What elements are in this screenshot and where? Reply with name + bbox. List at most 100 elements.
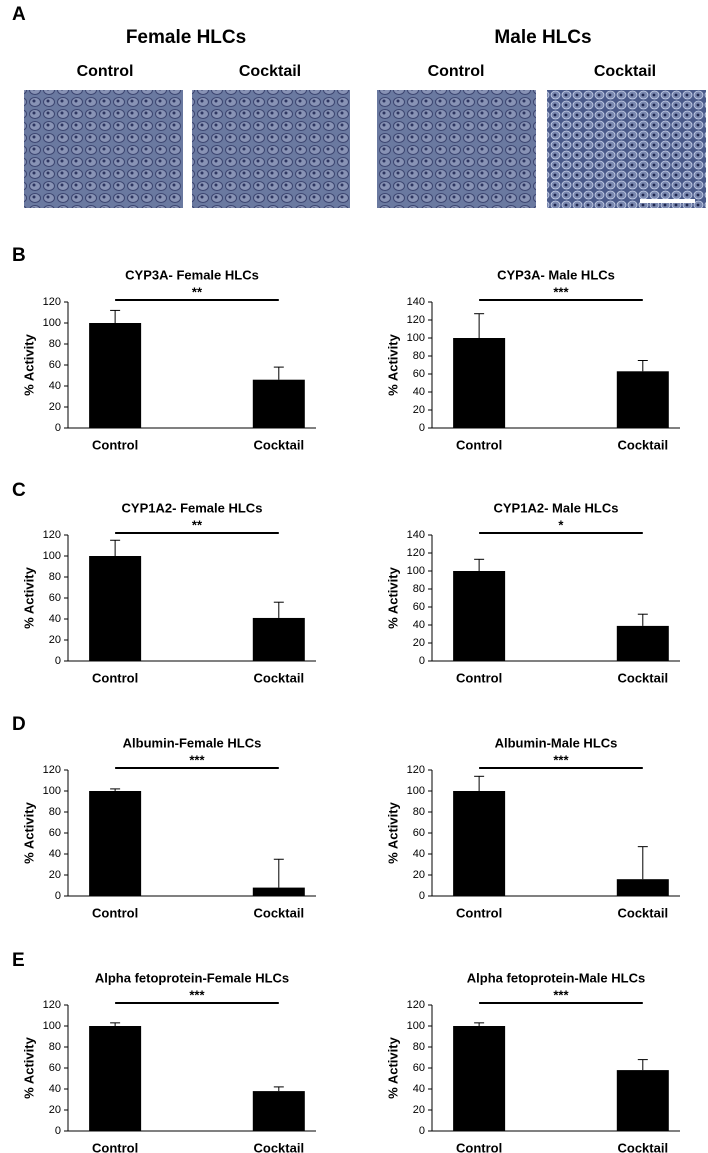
y-axis-label: % Activity (385, 333, 400, 395)
y-tick-label: 80 (413, 350, 425, 362)
y-tick-label: 60 (49, 359, 61, 371)
y-tick-label: 20 (49, 1104, 61, 1116)
y-axis-label: % Activity (385, 1036, 400, 1098)
y-tick-label: 0 (419, 422, 425, 434)
chart-title: Alpha fetoprotein-Female HLCs (95, 970, 289, 985)
x-tick-label: Cocktail (618, 437, 669, 452)
x-tick-label: Cocktail (254, 437, 305, 452)
chart-title: CYP3A- Male HLCs (497, 267, 615, 282)
significance-label: * (558, 517, 564, 532)
y-tick-label: 120 (407, 999, 425, 1011)
condition-label: Cocktail (239, 63, 301, 80)
bar (616, 371, 669, 428)
y-tick-label: 120 (407, 547, 425, 559)
x-tick-label: Cocktail (618, 670, 669, 685)
bar (616, 879, 669, 896)
x-tick-label: Control (92, 905, 138, 920)
y-tick-label: 140 (407, 296, 425, 308)
panel-label: A (12, 4, 26, 25)
condition-label: Cocktail (594, 63, 656, 80)
y-tick-label: 40 (49, 613, 61, 625)
y-tick-label: 120 (407, 314, 425, 326)
y-axis-label: % Activity (21, 1036, 36, 1098)
y-tick-label: 40 (413, 386, 425, 398)
y-tick-label: 100 (43, 1020, 61, 1032)
condition-label: Control (428, 63, 485, 80)
significance-label: ** (192, 517, 203, 532)
y-tick-label: 60 (49, 1062, 61, 1074)
x-tick-label: Cocktail (618, 905, 669, 920)
y-tick-label: 140 (407, 529, 425, 541)
y-tick-label: 20 (413, 637, 425, 649)
significance-label: *** (553, 987, 569, 1002)
y-tick-label: 40 (49, 380, 61, 392)
bar (453, 791, 506, 896)
chart-title: Albumin-Male HLCs (495, 735, 618, 750)
panel-label: D (12, 714, 26, 735)
y-tick-label: 40 (49, 848, 61, 860)
y-axis-label: % Activity (385, 566, 400, 628)
x-tick-label: Cocktail (254, 1140, 305, 1153)
y-tick-label: 100 (43, 550, 61, 562)
micrograph (192, 90, 350, 208)
y-tick-label: 20 (413, 869, 425, 881)
bar (453, 1026, 506, 1131)
y-tick-label: 0 (419, 890, 425, 902)
bar (252, 379, 305, 428)
y-axis-label: % Activity (21, 333, 36, 395)
y-tick-label: 120 (43, 764, 61, 776)
x-tick-label: Control (92, 1140, 138, 1153)
panel-label: E (12, 950, 25, 971)
bar (453, 571, 506, 661)
micrograph (377, 90, 536, 208)
significance-label: *** (553, 284, 569, 299)
chart-title: Alpha fetoprotein-Male HLCs (467, 970, 645, 985)
y-tick-label: 20 (413, 404, 425, 416)
y-tick-label: 40 (49, 1083, 61, 1095)
y-tick-label: 60 (413, 1062, 425, 1074)
y-tick-label: 20 (49, 869, 61, 881)
bar (89, 556, 142, 661)
x-tick-label: Control (456, 670, 502, 685)
panel-label: B (12, 245, 26, 266)
y-tick-label: 0 (55, 890, 61, 902)
micrograph (24, 90, 183, 208)
y-tick-label: 100 (43, 785, 61, 797)
chart-title: CYP3A- Female HLCs (125, 267, 259, 282)
significance-label: *** (553, 752, 569, 767)
x-tick-label: Control (456, 905, 502, 920)
y-tick-label: 60 (49, 827, 61, 839)
y-axis-label: % Activity (21, 801, 36, 863)
y-tick-label: 80 (49, 338, 61, 350)
y-tick-label: 60 (413, 601, 425, 613)
bar (616, 1070, 669, 1131)
bar (252, 1091, 305, 1131)
chart-title: CYP1A2- Male HLCs (494, 500, 619, 515)
y-tick-label: 120 (43, 529, 61, 541)
y-tick-label: 80 (413, 583, 425, 595)
y-tick-label: 0 (55, 1125, 61, 1137)
x-tick-label: Control (456, 1140, 502, 1153)
y-tick-label: 100 (407, 1020, 425, 1032)
x-tick-label: Cocktail (618, 1140, 669, 1153)
y-tick-label: 0 (419, 655, 425, 667)
chart-title: CYP1A2- Female HLCs (122, 500, 263, 515)
significance-label: *** (189, 752, 205, 767)
y-tick-label: 100 (407, 785, 425, 797)
y-tick-label: 20 (49, 634, 61, 646)
y-tick-label: 100 (407, 332, 425, 344)
y-tick-label: 80 (49, 806, 61, 818)
group-title: Female HLCs (126, 27, 246, 48)
bar (453, 338, 506, 428)
y-tick-label: 120 (407, 764, 425, 776)
y-tick-label: 20 (49, 401, 61, 413)
y-tick-label: 100 (407, 565, 425, 577)
bar (252, 617, 305, 661)
y-axis-label: % Activity (21, 566, 36, 628)
bar (89, 323, 142, 428)
micrograph (547, 90, 706, 208)
chart-title: Albumin-Female HLCs (123, 735, 262, 750)
y-tick-label: 40 (413, 1083, 425, 1095)
bar (252, 887, 305, 896)
